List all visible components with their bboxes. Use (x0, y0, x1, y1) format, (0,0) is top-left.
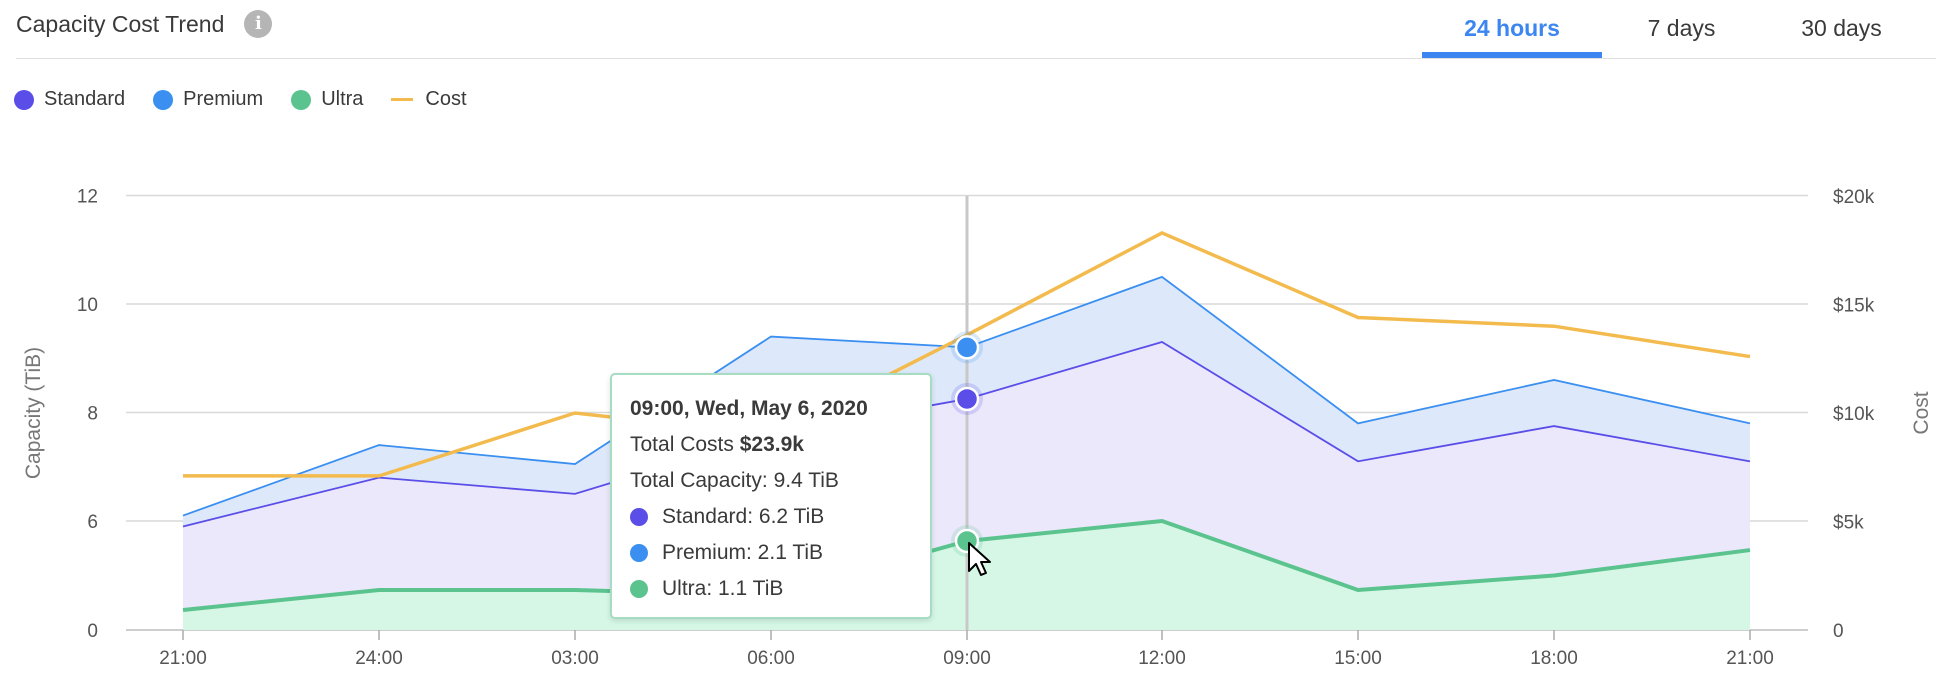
info-icon[interactable]: i (244, 10, 273, 38)
tooltip-item-premium: Premium: 2.1 TiB (630, 535, 930, 571)
legend-cost-label: Cost (425, 88, 467, 110)
y-right-axis-label: Cost (1910, 391, 1933, 434)
tooltip-total-costs-value: $23.9k (739, 433, 804, 456)
chart-title: Capacity Cost Trend (16, 10, 225, 37)
tooltip-standard-label: Standard: 6.2 TiB (662, 505, 825, 528)
x-tick-label: 06:00 (747, 648, 795, 669)
x-tick-label: 21:00 (159, 648, 207, 669)
legend-premium-dot-icon (153, 89, 174, 110)
y-left-tick-label: 10 (77, 295, 98, 316)
y-right-tick-label: $20k (1833, 187, 1875, 208)
tooltip-premium-dot-icon (630, 544, 648, 562)
tab-7-days[interactable]: 7 days (1647, 15, 1716, 41)
legend-standard-dot-icon (14, 89, 34, 110)
y-left-tick-label: 12 (77, 187, 98, 208)
chart-legend: Standard Premium Ultra Cost (14, 88, 495, 111)
header-divider (16, 58, 1936, 59)
tooltip-item-ultra: Ultra: 1.1 TiB (630, 571, 930, 607)
tooltip-ultra-label: Ultra: 1.1 TiB (662, 577, 784, 600)
x-tick-label: 18:00 (1530, 648, 1578, 669)
tab-24-hours[interactable]: 24 hours (1422, 0, 1602, 58)
x-tick-label: 03:00 (551, 648, 599, 669)
tooltip-ultra-dot-icon (630, 580, 648, 598)
chart-header: Capacity Cost Trend i (16, 10, 273, 38)
y-left-tick-label: 8 (87, 404, 98, 425)
mouse-cursor-icon (968, 541, 991, 576)
legend-ultra-dot-icon (291, 89, 312, 110)
y-left-tick-label: 0 (87, 621, 98, 642)
time-range-tabs: 24 hours 7 days 30 days (1422, 0, 1944, 58)
x-tick-label: 15:00 (1334, 648, 1382, 669)
tooltip-total-costs: Total Costs $23.9k (630, 427, 930, 463)
premium-hover-point (954, 335, 980, 360)
legend-premium-label: Premium (183, 88, 264, 110)
tooltip-total-costs-label: Total Costs (630, 433, 740, 456)
y-right-tick-label: 0 (1833, 621, 1844, 642)
x-tick-label: 09:00 (943, 648, 991, 669)
y-left-axis-label: Capacity (TiB) (22, 347, 45, 479)
tooltip-item-standard: Standard: 6.2 TiB (630, 499, 930, 535)
y-right-tick-label: $10k (1833, 404, 1875, 425)
y-right-tick-label: $5k (1833, 513, 1864, 534)
legend-standard-label: Standard (44, 88, 126, 110)
tooltip-total-capacity: Total Capacity: 9.4 TiB (630, 469, 839, 492)
legend-item-standard[interactable]: Standard (14, 88, 125, 111)
legend-cost-line-icon (391, 98, 414, 101)
chart-tooltip: 09:00, Wed, May 6, 2020 Total Costs $23.… (610, 373, 932, 619)
tooltip-premium-label: Premium: 2.1 TiB (662, 541, 824, 564)
standard-hover-point (954, 386, 980, 412)
tooltip-standard-dot-icon (630, 508, 648, 526)
legend-ultra-label: Ultra (321, 88, 364, 110)
legend-item-ultra[interactable]: Ultra (291, 88, 363, 111)
x-tick-label: 24:00 (355, 648, 403, 669)
y-right-tick-label: $15k (1833, 296, 1875, 317)
legend-item-premium[interactable]: Premium (153, 88, 263, 111)
tooltip-date: 09:00, Wed, May 6, 2020 (630, 397, 868, 420)
x-tick-label: 12:00 (1138, 648, 1186, 669)
y-left-tick-label: 6 (87, 512, 98, 533)
cost-line (183, 230, 1751, 478)
legend-item-cost[interactable]: Cost (391, 88, 467, 111)
x-tick-label: 21:00 (1726, 648, 1774, 669)
tab-30-days[interactable]: 30 days (1801, 15, 1882, 41)
